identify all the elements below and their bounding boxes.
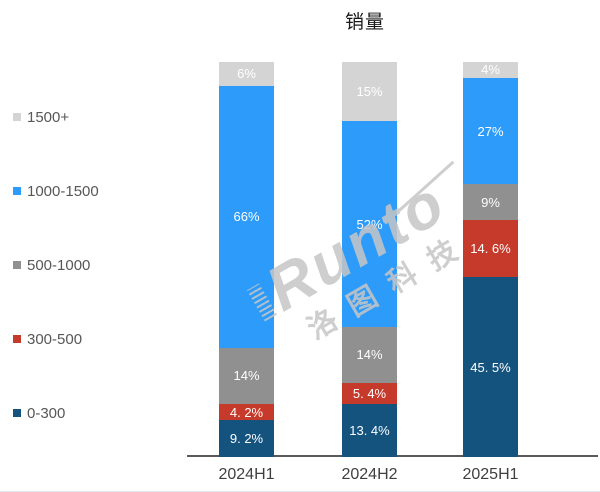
legend-label: 1500+	[27, 108, 70, 126]
legend-label: 0-300	[27, 404, 66, 422]
data-label: 66%	[233, 209, 260, 225]
data-label: 15%	[356, 84, 383, 100]
legend-label: 1000-1500	[27, 182, 99, 200]
bar-segment-2024H2-0-300: 13. 4%	[342, 403, 397, 457]
bar-segment-2024H1-1000-1500: 66%	[219, 85, 274, 349]
legend-item-500-1000: 500-1000	[13, 256, 99, 274]
x-axis-label-2024H2: 2024H2	[341, 466, 398, 483]
bar-segment-2024H1-300-500: 4. 2%	[219, 403, 274, 421]
bar-segment-2025H1-1000-1500: 27%	[463, 77, 518, 185]
bar-segment-2024H1-0-300: 9. 2%	[219, 420, 274, 457]
data-label: 5. 4%	[352, 385, 387, 401]
bar-segment-2024H2-300-500: 5. 4%	[342, 382, 397, 404]
data-label: 13. 4%	[349, 422, 390, 438]
legend-swatch-icon	[13, 409, 21, 417]
data-label: 45. 5%	[470, 359, 511, 375]
legend-item-1000-1500: 1000-1500	[13, 182, 99, 200]
bar-segment-2024H2-1500+: 15%	[342, 62, 397, 122]
bar-2024H1: 6% 66% 14% 4. 2% 9. 2%	[219, 62, 274, 457]
legend: 1500+ 1000-1500 500-1000 300-500 0-300	[13, 108, 99, 478]
bar-segment-2024H1-500-1000: 14%	[219, 348, 274, 404]
bar-segment-2024H2-500-1000: 14%	[342, 327, 397, 383]
legend-swatch-icon	[13, 335, 21, 343]
bar-segment-2025H1-300-500: 14. 6%	[463, 219, 518, 278]
data-label: 14. 6%	[470, 241, 511, 257]
data-label: 9%	[481, 194, 500, 210]
data-label: 4. 2%	[229, 404, 264, 420]
data-label: 14%	[233, 368, 260, 384]
legend-label: 300-500	[27, 330, 83, 348]
legend-item-300-500: 300-500	[13, 330, 99, 348]
legend-swatch-icon	[13, 113, 21, 121]
legend-item-1500+: 1500+	[13, 108, 99, 126]
legend-swatch-icon	[13, 187, 21, 195]
bar-segment-2024H2-1000-1500: 52%	[342, 121, 397, 328]
legend-label: 500-1000	[27, 256, 91, 274]
bar-2024H2: 15% 52% 14% 5. 4% 13. 4%	[342, 62, 397, 457]
bar-segment-2025H1-1500+: 4%	[463, 62, 518, 78]
bar-segment-2024H1-1500+: 6%	[219, 62, 274, 86]
bar-2025H1: 4% 27% 9% 14. 6% 45. 5%	[463, 62, 518, 457]
data-label: 52%	[356, 216, 383, 232]
data-label: 6%	[237, 66, 256, 82]
x-axis-label-2025H1: 2025H1	[462, 466, 519, 483]
data-label: 9. 2%	[229, 431, 264, 447]
data-label: 14%	[356, 347, 383, 363]
chart-title: 销量	[344, 12, 386, 33]
legend-item-0-300: 0-300	[13, 404, 99, 422]
x-axis-label-2024H1: 2024H1	[218, 466, 275, 483]
bar-segment-2025H1-0-300: 45. 5%	[463, 277, 518, 457]
legend-swatch-icon	[13, 261, 21, 269]
bar-segment-2025H1-500-1000: 9%	[463, 184, 518, 220]
data-label: 27%	[477, 123, 504, 139]
data-label: 4%	[481, 62, 500, 78]
